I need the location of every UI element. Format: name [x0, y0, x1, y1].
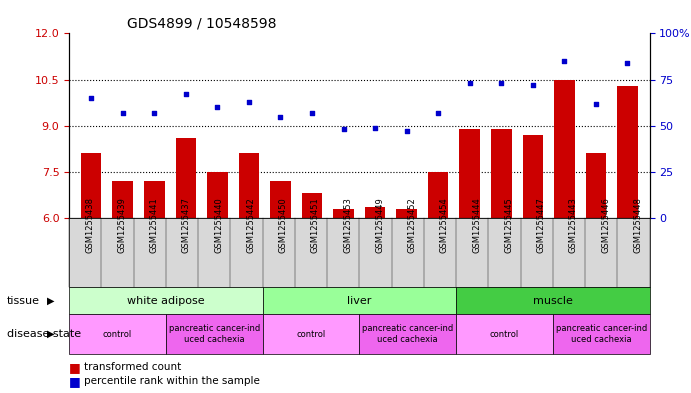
- Point: [275, 113, 286, 119]
- Bar: [81, 153, 102, 218]
- Text: ■: ■: [69, 361, 81, 374]
- Text: GDS4899 / 10548598: GDS4899 / 10548598: [127, 17, 276, 31]
- Text: GSM1255443: GSM1255443: [569, 196, 578, 252]
- Text: GSM1255438: GSM1255438: [85, 196, 94, 252]
- Point: [590, 101, 601, 107]
- Bar: [270, 181, 291, 218]
- Point: [212, 104, 223, 110]
- Text: pancreatic cancer-ind
uced cachexia: pancreatic cancer-ind uced cachexia: [169, 324, 260, 344]
- Point: [464, 80, 475, 86]
- Point: [149, 110, 160, 116]
- Point: [243, 99, 254, 105]
- Point: [370, 125, 381, 131]
- Text: white adipose: white adipose: [127, 296, 205, 306]
- Text: muscle: muscle: [533, 296, 573, 306]
- Text: ■: ■: [69, 375, 81, 388]
- Text: GSM1255437: GSM1255437: [182, 196, 191, 252]
- Text: GSM1255453: GSM1255453: [343, 196, 352, 252]
- Text: GSM1255454: GSM1255454: [440, 197, 449, 252]
- Bar: [238, 153, 259, 218]
- Point: [307, 110, 318, 116]
- Bar: [144, 181, 164, 218]
- Text: ▶: ▶: [47, 296, 54, 306]
- Text: control: control: [103, 330, 132, 338]
- Bar: [333, 209, 354, 218]
- Point: [622, 60, 633, 66]
- Bar: [176, 138, 196, 218]
- Bar: [522, 135, 543, 218]
- Text: liver: liver: [347, 296, 372, 306]
- Text: percentile rank within the sample: percentile rank within the sample: [84, 376, 261, 386]
- Point: [433, 110, 444, 116]
- Text: GSM1255449: GSM1255449: [375, 197, 384, 252]
- Text: GSM1255440: GSM1255440: [214, 197, 223, 252]
- Text: control: control: [490, 330, 519, 338]
- Point: [495, 80, 507, 86]
- Point: [338, 126, 349, 132]
- Bar: [397, 209, 417, 218]
- Text: GSM1255448: GSM1255448: [634, 196, 643, 252]
- Text: GSM1255450: GSM1255450: [278, 197, 287, 252]
- Bar: [554, 79, 575, 218]
- Text: pancreatic cancer-ind
uced cachexia: pancreatic cancer-ind uced cachexia: [556, 324, 647, 344]
- Text: GSM1255452: GSM1255452: [408, 197, 417, 252]
- Text: tissue: tissue: [7, 296, 40, 306]
- Bar: [302, 193, 322, 218]
- Point: [401, 128, 412, 134]
- Point: [86, 95, 97, 101]
- Text: GSM1255447: GSM1255447: [537, 196, 546, 252]
- Text: GSM1255444: GSM1255444: [472, 197, 481, 252]
- Text: control: control: [296, 330, 325, 338]
- Text: GSM1255442: GSM1255442: [247, 197, 256, 252]
- Bar: [491, 129, 511, 218]
- Point: [559, 58, 570, 64]
- Text: ▶: ▶: [47, 329, 54, 339]
- Text: GSM1255441: GSM1255441: [150, 197, 159, 252]
- Point: [117, 110, 129, 116]
- Text: GSM1255446: GSM1255446: [601, 196, 610, 252]
- Text: pancreatic cancer-ind
uced cachexia: pancreatic cancer-ind uced cachexia: [362, 324, 453, 344]
- Point: [527, 82, 538, 88]
- Bar: [207, 172, 227, 218]
- Point: [180, 91, 191, 97]
- Text: GSM1255451: GSM1255451: [311, 197, 320, 252]
- Text: GSM1255445: GSM1255445: [504, 197, 513, 252]
- Bar: [365, 208, 386, 218]
- Text: transformed count: transformed count: [84, 362, 182, 373]
- Bar: [113, 181, 133, 218]
- Text: GSM1255439: GSM1255439: [117, 196, 126, 252]
- Bar: [617, 86, 638, 218]
- Bar: [460, 129, 480, 218]
- Bar: [586, 153, 606, 218]
- Bar: [428, 172, 448, 218]
- Text: disease state: disease state: [7, 329, 81, 339]
